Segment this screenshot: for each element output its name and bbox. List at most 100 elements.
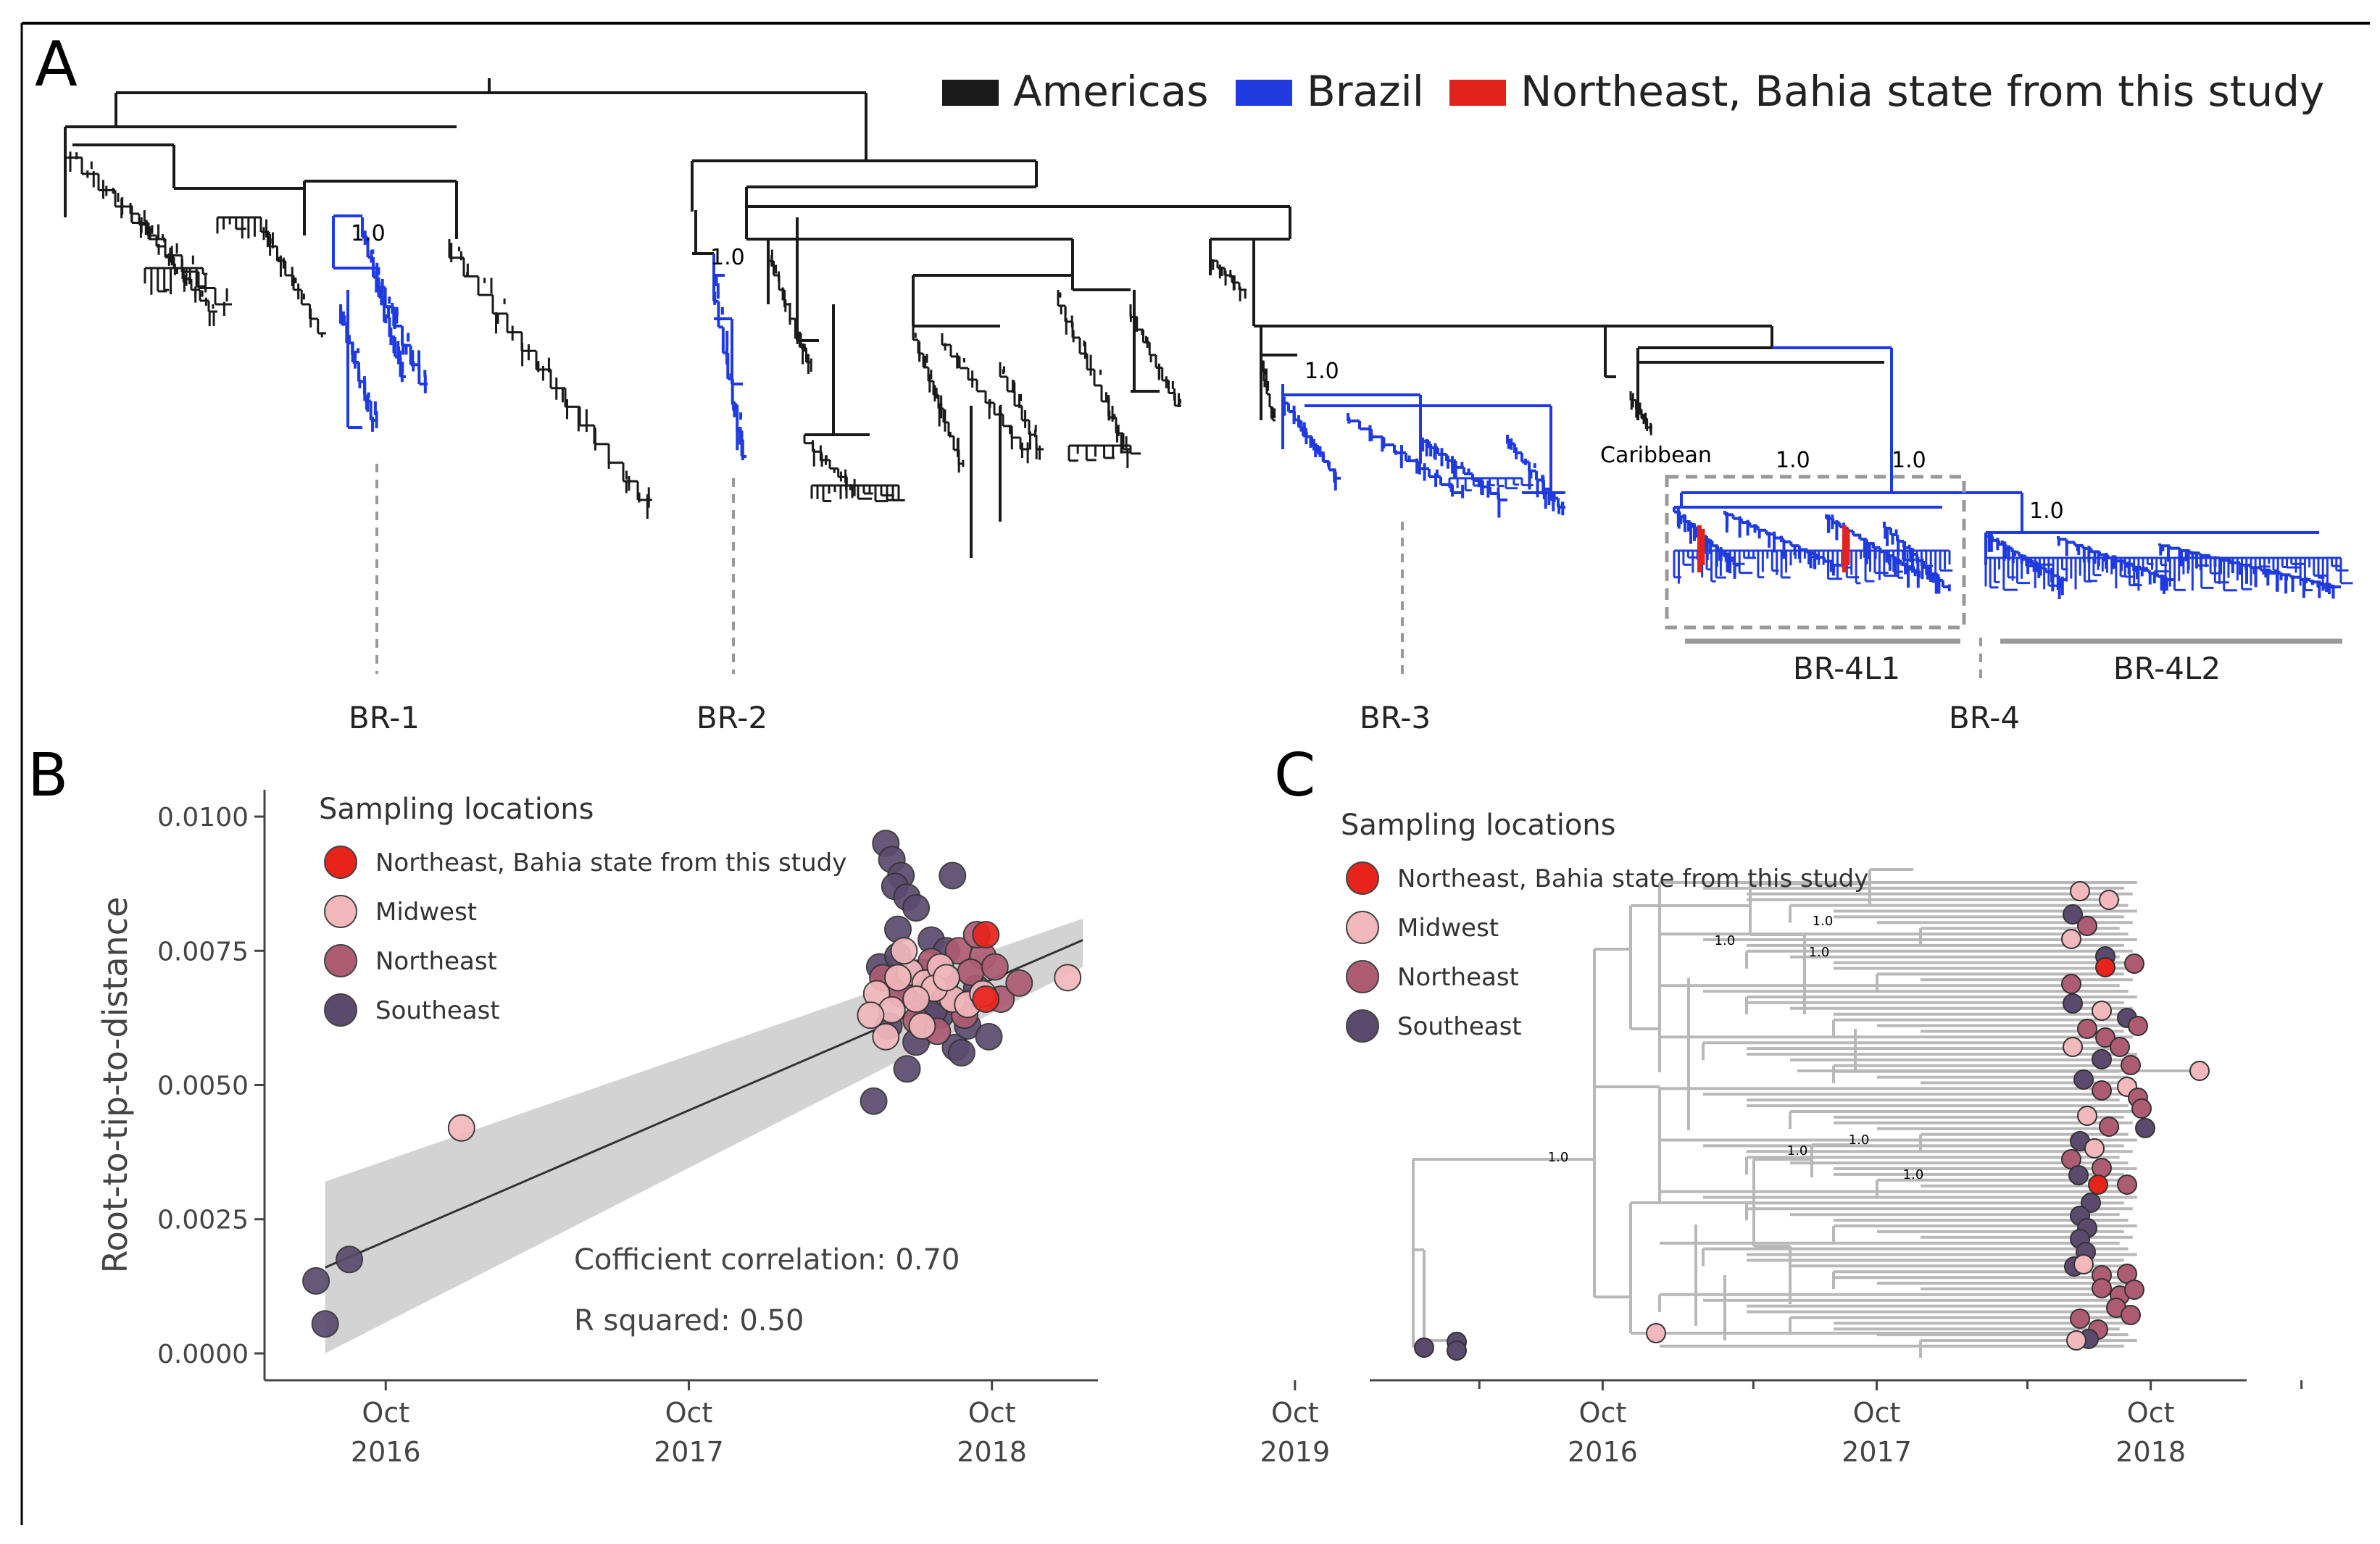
legend-marker — [324, 846, 357, 879]
data-point — [908, 1012, 936, 1040]
root-to-tip-chart: 0.0000 0.0025 0.0050 0.0075 0.0100 Root-to-ti… — [96, 790, 1330, 1468]
support-br4l2: 1.0 — [2029, 498, 2064, 524]
panel-a: A Americas Brazil Northeast, Bahia state f… — [35, 28, 2353, 735]
data-point — [932, 964, 960, 992]
x-tick-month: Oct — [665, 1397, 713, 1429]
tip-point — [2063, 1037, 2083, 1057]
legend-label: Northeast, Bahia state from this study — [375, 848, 846, 877]
data-point — [447, 1114, 475, 1142]
data-point — [939, 861, 967, 890]
legend-label: Northeast — [1397, 963, 1519, 992]
tip-point — [1447, 1340, 1467, 1361]
x-tick-year: 2017 — [1842, 1436, 1912, 1468]
phylogeny-a — [64, 78, 2353, 599]
data-point — [902, 894, 931, 922]
x-tick-year: 2018 — [2115, 1436, 2186, 1468]
clade-markers — [375, 464, 1982, 685]
tip-point — [2124, 1280, 2144, 1300]
data-point — [981, 953, 1009, 981]
tip-point — [2121, 1305, 2141, 1325]
tip-point — [2077, 1019, 2097, 1039]
tip-point — [2084, 1138, 2105, 1159]
data-point — [972, 921, 1000, 949]
y-tick-label: 0.0025 — [157, 1206, 249, 1235]
x-tick-month: Oct — [1579, 1397, 1627, 1429]
data-point — [302, 1267, 330, 1295]
x-tick-year: 2017 — [654, 1436, 724, 1468]
tip-point — [2124, 953, 2144, 974]
tip-point — [2066, 1330, 2086, 1351]
x-tick-month: Oct — [2127, 1397, 2175, 1429]
tip-point — [2099, 890, 2119, 910]
legend-label: Northeast — [375, 947, 497, 976]
data-point — [311, 1310, 339, 1338]
tip-point — [2070, 881, 2090, 901]
tip-point — [2068, 1165, 2089, 1185]
tip-point — [1646, 1323, 1666, 1343]
tip-point — [2095, 957, 2115, 977]
tip-point — [2081, 1193, 2101, 1213]
legend-a-label: Americas — [1013, 67, 1208, 116]
panel-a-letter: A — [35, 28, 78, 101]
support-value: 1.0 — [1787, 1143, 1808, 1159]
support-value: 1.0 — [1809, 945, 1830, 960]
data-point — [890, 937, 918, 965]
data-point — [902, 985, 931, 1013]
tip-point — [2061, 974, 2081, 994]
legend-marker — [1346, 960, 1379, 993]
y-tick-label: 0.0075 — [157, 937, 249, 967]
tip-point — [2189, 1061, 2210, 1081]
legend-a-swatch — [942, 80, 999, 106]
data-point — [336, 1245, 364, 1274]
support-br2: 1.0 — [710, 245, 745, 270]
support-values-a: 1.0 1.0 1.0 1.0 1.0 1.0 — [351, 221, 2064, 524]
support-value: 1.0 — [1715, 933, 1736, 948]
legend-a: Americas Brazil Northeast, Bahia state fro… — [942, 67, 2324, 116]
panel-b: B 0.0000 0.0025 0.0050 0.0075 0.0100 Root-to-… — [28, 741, 1330, 1468]
tip-point — [2117, 1174, 2137, 1195]
x-tick-month: Oct — [362, 1397, 409, 1429]
data-point — [860, 1087, 888, 1115]
legend-b: Sampling locations Northeast, Bahia state… — [319, 793, 846, 1027]
tip-point — [2092, 1001, 2112, 1021]
y-tick-label: 0.0100 — [157, 803, 249, 832]
y-axis-label: Root-to-tip-to-distance — [96, 897, 135, 1274]
panel-c: C Oct2016Oct2017Oct2018Oct20191.01.01.01… — [1274, 741, 2303, 1468]
tip-point — [2077, 916, 2097, 936]
legend-label: Southeast — [1397, 1012, 1522, 1041]
support-br4l1: 1.0 — [1776, 448, 1810, 473]
legend-a-swatch — [1236, 80, 1292, 106]
data-point — [872, 1022, 900, 1051]
legend-title: Sampling locations — [319, 793, 594, 826]
panel-b-letter: B — [28, 741, 68, 810]
support-br4: 1.0 — [1892, 448, 1926, 473]
tip-point — [2088, 1174, 2108, 1195]
support-value: 1.0 — [1849, 1132, 1870, 1148]
legend-c: Sampling locations Northeast, Bahia state… — [1341, 809, 1868, 1043]
support-br1: 1.0 — [351, 221, 386, 246]
y-tick-label: 0.0050 — [157, 1072, 249, 1101]
x-tick-year: 2018 — [957, 1436, 1027, 1468]
tip-point — [2070, 1309, 2090, 1329]
legend-label: Southeast — [375, 996, 500, 1025]
legend-a-label: Brazil — [1307, 67, 1424, 116]
tip-point — [2073, 1069, 2094, 1090]
tip-point — [2061, 929, 2081, 949]
tip-point — [2063, 904, 2083, 925]
x-tick-year: 2016 — [1568, 1436, 1638, 1468]
data-point — [1054, 964, 1082, 992]
legend-a-swatch — [1449, 80, 1506, 106]
y-tick-label: 0.0000 — [157, 1340, 249, 1369]
legend-marker — [1346, 1009, 1379, 1043]
legend-label: Northeast, Bahia state from this study — [1397, 864, 1868, 893]
tip-point — [2121, 1055, 2141, 1075]
correlation-annotation: Cofficient correlation: 0.70 — [574, 1243, 960, 1277]
data-point — [857, 1001, 885, 1030]
tip-point — [2077, 1106, 2097, 1126]
br-4l1-box — [1665, 475, 1966, 630]
tip-point — [2092, 1049, 2112, 1069]
tip-point — [2073, 1254, 2094, 1274]
tip-point — [2099, 1117, 2119, 1137]
data-point — [975, 1022, 1003, 1051]
tip-point — [2092, 1158, 2112, 1178]
